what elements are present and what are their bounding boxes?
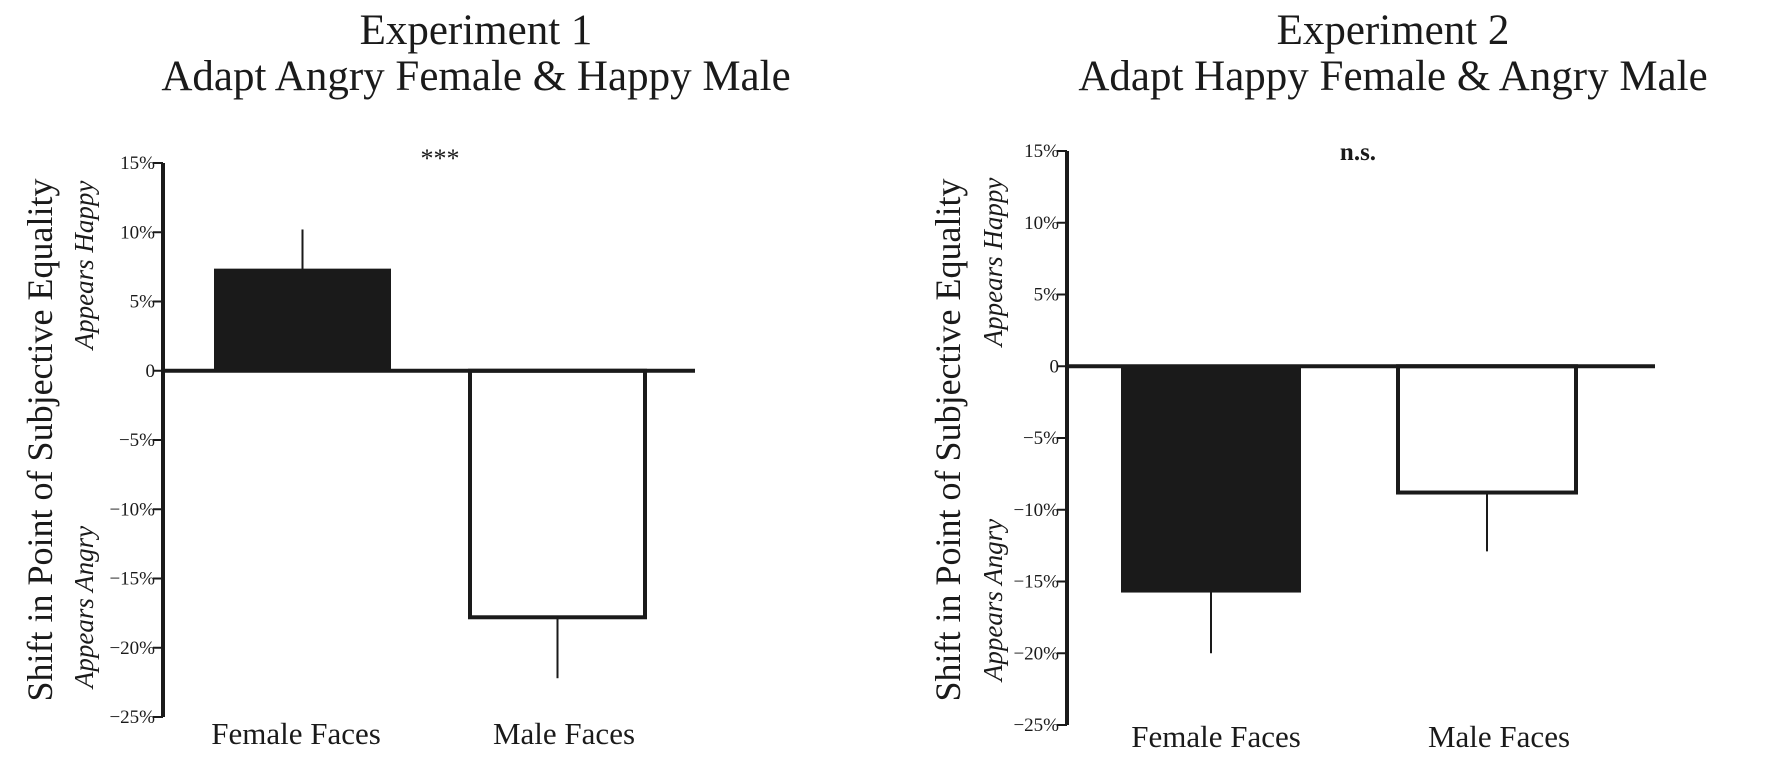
y-ticks: 15% 10% 5% 0 −5% −10% −15% −20% −25% xyxy=(1013,141,1067,736)
y-tick-label: 10% xyxy=(1024,213,1059,234)
y-tick-label: −25% xyxy=(109,707,155,728)
bar-male-faces xyxy=(468,368,647,620)
x-tick-label: Male Faces xyxy=(493,716,635,751)
y-tick-label: −5% xyxy=(119,430,155,451)
y-tick-label: 15% xyxy=(1024,141,1059,162)
bar-male-faces xyxy=(1396,364,1578,495)
bar-female-faces xyxy=(1121,365,1301,593)
y-axis-label: Shift in Point of Subjective Equality xyxy=(20,179,60,702)
x-tick-labels: Female Faces Male Faces xyxy=(1131,719,1570,754)
y-axis-upper-label: Appears Happy xyxy=(69,181,99,352)
bars xyxy=(1121,364,1578,654)
y-tick-label: −25% xyxy=(1013,715,1059,736)
y-axis-upper-label: Appears Happy xyxy=(978,178,1008,349)
significance-annotation: *** xyxy=(421,144,460,173)
y-tick-label: 5% xyxy=(1034,285,1060,306)
chart-title: Experiment 2 xyxy=(1277,7,1510,54)
bars xyxy=(214,229,647,679)
x-tick-label: Female Faces xyxy=(211,716,381,751)
y-axis-lower-label: Appears Angry xyxy=(69,526,99,690)
x-tick-label: Male Faces xyxy=(1428,719,1570,754)
y-tick-label: 10% xyxy=(120,222,155,243)
y-axis-lower-label: Appears Angry xyxy=(978,519,1008,683)
y-tick-label: 0 xyxy=(146,361,156,382)
significance-annotation: n.s. xyxy=(1340,139,1376,166)
y-tick-label: −5% xyxy=(1023,428,1059,449)
x-tick-labels: Female Faces Male Faces xyxy=(211,716,635,751)
x-tick-label: Female Faces xyxy=(1131,719,1301,754)
y-axis-label: Shift in Point of Subjective Equality xyxy=(928,179,968,702)
y-tick-label: −15% xyxy=(109,569,155,590)
chart-title: Experiment 1 xyxy=(360,7,593,54)
y-tick-label: 5% xyxy=(130,292,156,313)
chart-subtitle: Adapt Happy Female & Angry Male xyxy=(1078,53,1707,100)
y-tick-label: 0 xyxy=(1050,356,1060,377)
y-tick-label: −10% xyxy=(109,499,155,520)
y-tick-label: −20% xyxy=(1013,643,1059,664)
y-tick-label: −20% xyxy=(109,638,155,659)
y-ticks: 15% 10% 5% 0 −5% −10% −15% −20% −25% xyxy=(109,153,163,728)
chart-panel-experiment-2: Experiment 2 Adapt Happy Female & Angry … xyxy=(928,7,1708,754)
y-tick-label: 15% xyxy=(120,153,155,174)
y-tick-label: −10% xyxy=(1013,500,1059,521)
chart-subtitle: Adapt Angry Female & Happy Male xyxy=(161,53,790,100)
y-tick-label: −15% xyxy=(1013,572,1059,593)
chart-panel-experiment-1: Experiment 1 Adapt Angry Female & Happy … xyxy=(20,7,791,751)
bar-female-faces xyxy=(214,268,391,372)
